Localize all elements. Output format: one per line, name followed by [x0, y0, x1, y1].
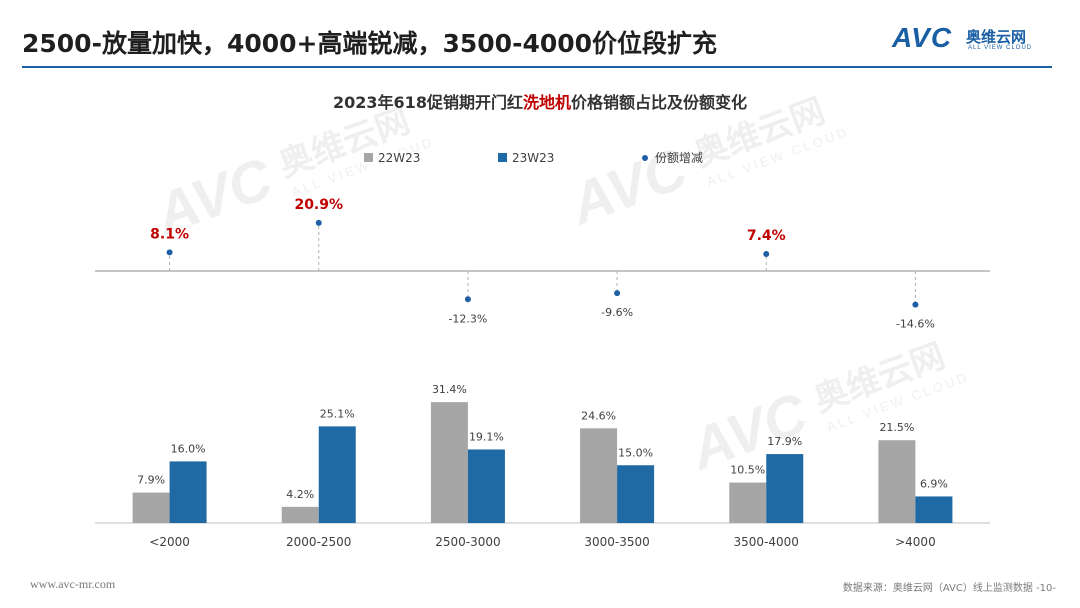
legend-dot — [642, 155, 648, 161]
bar-22W23-4 — [580, 428, 618, 523]
change-dot-2 — [315, 219, 322, 226]
category-label-6: >4000 — [895, 535, 936, 549]
change-dot-4 — [614, 290, 621, 297]
page-title: 2500-放量加快，4000+高端锐减，3500-4000价位段扩充 — [22, 29, 718, 58]
bar-23W23-1 — [169, 461, 207, 523]
legend-swatch-22W23 — [364, 153, 373, 162]
bar-label-23W23-4: 15.0% — [618, 446, 653, 459]
category-label-2: 2000-2500 — [286, 535, 351, 549]
chart-title-part-1: 2023年618促销期开门红 — [333, 93, 523, 112]
legend-label-3: 份额增减 — [655, 151, 703, 165]
bar-label-22W23-6: 21.5% — [879, 421, 914, 434]
legend-label-1: 22W23 — [378, 151, 420, 165]
bar-23W23-4 — [617, 465, 655, 523]
change-dot-3 — [464, 296, 471, 303]
bar-label-22W23-5: 10.5% — [730, 464, 765, 477]
bar-22W23-2 — [281, 506, 319, 523]
change-dot-6 — [912, 301, 919, 308]
bar-label-22W23-4: 24.6% — [581, 409, 616, 422]
bar-22W23-3 — [430, 402, 468, 523]
bar-label-22W23-2: 4.2% — [286, 488, 314, 501]
footer-url: www.avc-mr.com — [30, 577, 116, 591]
share-change-panel: 8.1% 20.9% -12.3% -9.6% 7.4% -14.6% — [95, 197, 990, 331]
logo-name-cn: 奥维云网 — [966, 28, 1027, 46]
change-label-4: -9.6% — [601, 306, 633, 319]
legend-label-2: 23W23 — [512, 151, 554, 165]
bar-22W23-6 — [878, 440, 916, 523]
bar-22W23-5 — [729, 482, 767, 523]
bar-label-23W23-1: 16.0% — [171, 442, 206, 455]
change-label-3: -12.3% — [448, 312, 487, 325]
bar-23W23-6 — [915, 496, 953, 523]
bar-label-22W23-1: 7.9% — [137, 474, 165, 487]
chart-title-part-3: 价格销额占比及份额变化 — [571, 93, 747, 112]
bars-panel: 7.9% 16.0% <2000 4.2% 25.1% 2000-2500 31.4% 19.… — [95, 383, 990, 549]
change-label-5: 7.4% — [747, 228, 786, 244]
bar-23W23-3 — [467, 449, 505, 523]
bar-23W23-2 — [318, 426, 356, 523]
avc-logo: AVC 奥维云网 ALL VIEW CLOUD — [892, 22, 1054, 56]
change-label-1: 8.1% — [150, 226, 189, 242]
logo-name-en: ALL VIEW CLOUD — [968, 45, 1033, 51]
bar-23W23-5 — [766, 454, 804, 523]
category-label-5: 3500-4000 — [734, 535, 799, 549]
category-label-1: <2000 — [149, 535, 190, 549]
logo-mark: AVC — [892, 22, 953, 53]
change-label-6: -14.6% — [896, 318, 935, 331]
change-dot-1 — [166, 249, 173, 256]
chart-title: 2023年618促销期开门红洗地机价格销额占比及份额变化 — [333, 93, 747, 112]
change-label-2: 20.9% — [294, 197, 343, 213]
legend-swatch-23W23 — [498, 153, 507, 162]
category-label-3: 2500-3000 — [435, 535, 500, 549]
chart-title-highlight: 洗地机 — [523, 93, 571, 112]
bar-22W23-1 — [132, 492, 170, 523]
footer-source: 数据来源：奥维云网（AVC）线上监测数据 -10- — [842, 583, 1056, 594]
header: 2500-放量加快，4000+高端锐减，3500-4000价位段扩充 AVC 奥… — [0, 0, 1080, 70]
bar-label-23W23-3: 19.1% — [469, 430, 504, 443]
category-label-4: 3000-3500 — [584, 535, 649, 549]
header-divider — [22, 66, 1052, 68]
bar-label-23W23-2: 25.1% — [320, 407, 355, 420]
bar-label-22W23-3: 31.4% — [432, 383, 467, 396]
bar-label-23W23-5: 17.9% — [767, 435, 802, 448]
change-dot-5 — [763, 250, 770, 257]
legend: 22W23 23W23 份额增减 — [364, 151, 703, 165]
bar-label-23W23-6: 6.9% — [920, 477, 948, 490]
